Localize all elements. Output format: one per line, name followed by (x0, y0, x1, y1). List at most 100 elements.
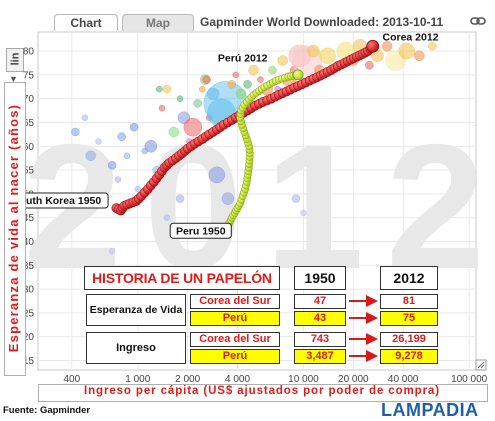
metric-income: Ingreso (86, 332, 186, 364)
annotation-label: South Korea 1950 (13, 195, 102, 207)
window-title: Gapminder World Downloaded: 2013-10-11 (200, 15, 444, 29)
country-bubble (232, 71, 239, 79)
country-bubble (307, 44, 320, 58)
country-bubble (193, 99, 202, 108)
x-tick-label: 2 000 (175, 374, 200, 385)
link-icon[interactable] (470, 14, 486, 28)
country-bubble (183, 117, 203, 137)
y-tick-label: 15 (23, 356, 35, 367)
country-bubble (163, 214, 171, 221)
value-1950: 743 (294, 332, 346, 347)
country-bubble (144, 140, 158, 153)
country-label: Corea del Sur (190, 332, 280, 347)
country-bubble (208, 166, 226, 184)
country-bubble (381, 41, 393, 52)
resize-corner-icon[interactable] (475, 359, 487, 371)
value-2012: 9,278 (380, 349, 438, 364)
country-bubble (123, 152, 131, 160)
x-tick-label: 20 000 (338, 374, 369, 385)
country-bubble (227, 80, 237, 89)
country-bubble (300, 209, 307, 217)
annotation-label: Perú 2012 (218, 53, 268, 65)
x-tick-label: 4 000 (225, 374, 250, 385)
peru-2012-point (292, 69, 304, 81)
country-bubble (134, 185, 142, 193)
y-tick-label: 40 (23, 237, 35, 248)
annotation-label: Corea 2012 (383, 31, 439, 43)
country-bubble (277, 55, 288, 66)
y-tick-label: 80 (23, 47, 35, 58)
x-axis-selector[interactable] (38, 384, 488, 402)
country-bubble (243, 80, 252, 89)
x-tick-label: 400 (63, 374, 80, 385)
country-bubble (291, 194, 301, 203)
country-bubble (198, 85, 206, 93)
country-bubble (85, 150, 96, 162)
country-bubble (162, 84, 172, 94)
country-bubble (81, 114, 89, 121)
country-bubble (319, 47, 336, 65)
value-1950: 43 (294, 311, 346, 326)
x-tick-label: 40 000 (388, 374, 419, 385)
y-tick-label: 30 (23, 285, 35, 296)
country-bubble (268, 65, 277, 75)
country-bubble (107, 161, 117, 170)
trail-series (111, 39, 380, 232)
country-label: Perú (190, 311, 280, 326)
country-bubble (235, 88, 247, 100)
x-axis-title[interactable]: Ingreso per cápita (US$ ajustados por po… (84, 385, 440, 397)
summary-table: HISTORIA DE UN PAPELÓN 1950 2012 Esperan… (84, 266, 442, 370)
value-1950: 3,487 (294, 349, 346, 364)
country-bubble (257, 76, 264, 83)
country-bubble (168, 126, 180, 138)
x-axis-ticks: 400 1 000 2 000 4 000 10 000 20 000 40 000 100 … (63, 374, 487, 385)
country-bubble (129, 122, 139, 132)
country-bubble (202, 75, 211, 84)
y-tick-label: 65 (23, 118, 35, 129)
country-bubble (156, 85, 163, 93)
value-2012: 81 (380, 294, 438, 309)
y-tick-label: 55 (23, 166, 35, 177)
tab-map[interactable]: Map (122, 14, 194, 31)
value-2012: 75 (380, 311, 438, 326)
table-header-2012: 2012 (380, 266, 438, 290)
tab-chart[interactable]: Chart (54, 14, 118, 31)
y-tick-label: 70 (23, 94, 35, 105)
country-bubble (108, 247, 116, 255)
table-header-1950: 1950 (294, 266, 346, 290)
y-tick-label: 25 (23, 308, 35, 319)
country-bubble (414, 50, 425, 62)
annotation-label: Peru 1950 (176, 225, 226, 237)
country-bubble (71, 127, 80, 137)
y-scale-selector[interactable]: lin (6, 48, 24, 72)
country-bubble (398, 42, 415, 60)
country-bubble (114, 176, 122, 183)
country-bubble (117, 132, 126, 141)
x-tick-label: 100 000 (451, 374, 488, 385)
y-tick-label: 35 (23, 261, 35, 272)
country-bubble (95, 138, 102, 145)
x-tick-label: 10 000 (288, 374, 319, 385)
source-note: Fuente: Gapminder (3, 405, 91, 416)
country-bubble (248, 64, 259, 76)
country-label: Perú (190, 349, 280, 364)
y-tick-label: 75 (23, 70, 35, 81)
table-title: HISTORIA DE UN PAPELÓN (84, 266, 280, 290)
value-1950: 47 (294, 294, 346, 309)
arrow-icons (349, 295, 378, 362)
y-tick-label: 60 (23, 142, 35, 153)
y-axis-title[interactable]: Esperanza de vida al nacer (años) (6, 103, 21, 353)
chevron-down-icon[interactable]: ▼ (9, 74, 18, 84)
country-bubble (158, 104, 166, 112)
country-bubble (176, 95, 184, 102)
y-axis-selector[interactable] (4, 82, 26, 376)
brand-logo: LAMPADIA (381, 400, 479, 420)
country-bubble (428, 42, 437, 51)
y-tick-label: 45 (23, 213, 35, 224)
korea-2012-point (366, 39, 380, 53)
country-label: Corea del Sur (190, 294, 280, 309)
annotation-box (169, 222, 232, 239)
country-bubble (175, 194, 185, 203)
country-bubble (365, 61, 374, 70)
annotations: South Korea 1950 Peru 1950 Perú 2012 Corea … (5, 31, 439, 239)
